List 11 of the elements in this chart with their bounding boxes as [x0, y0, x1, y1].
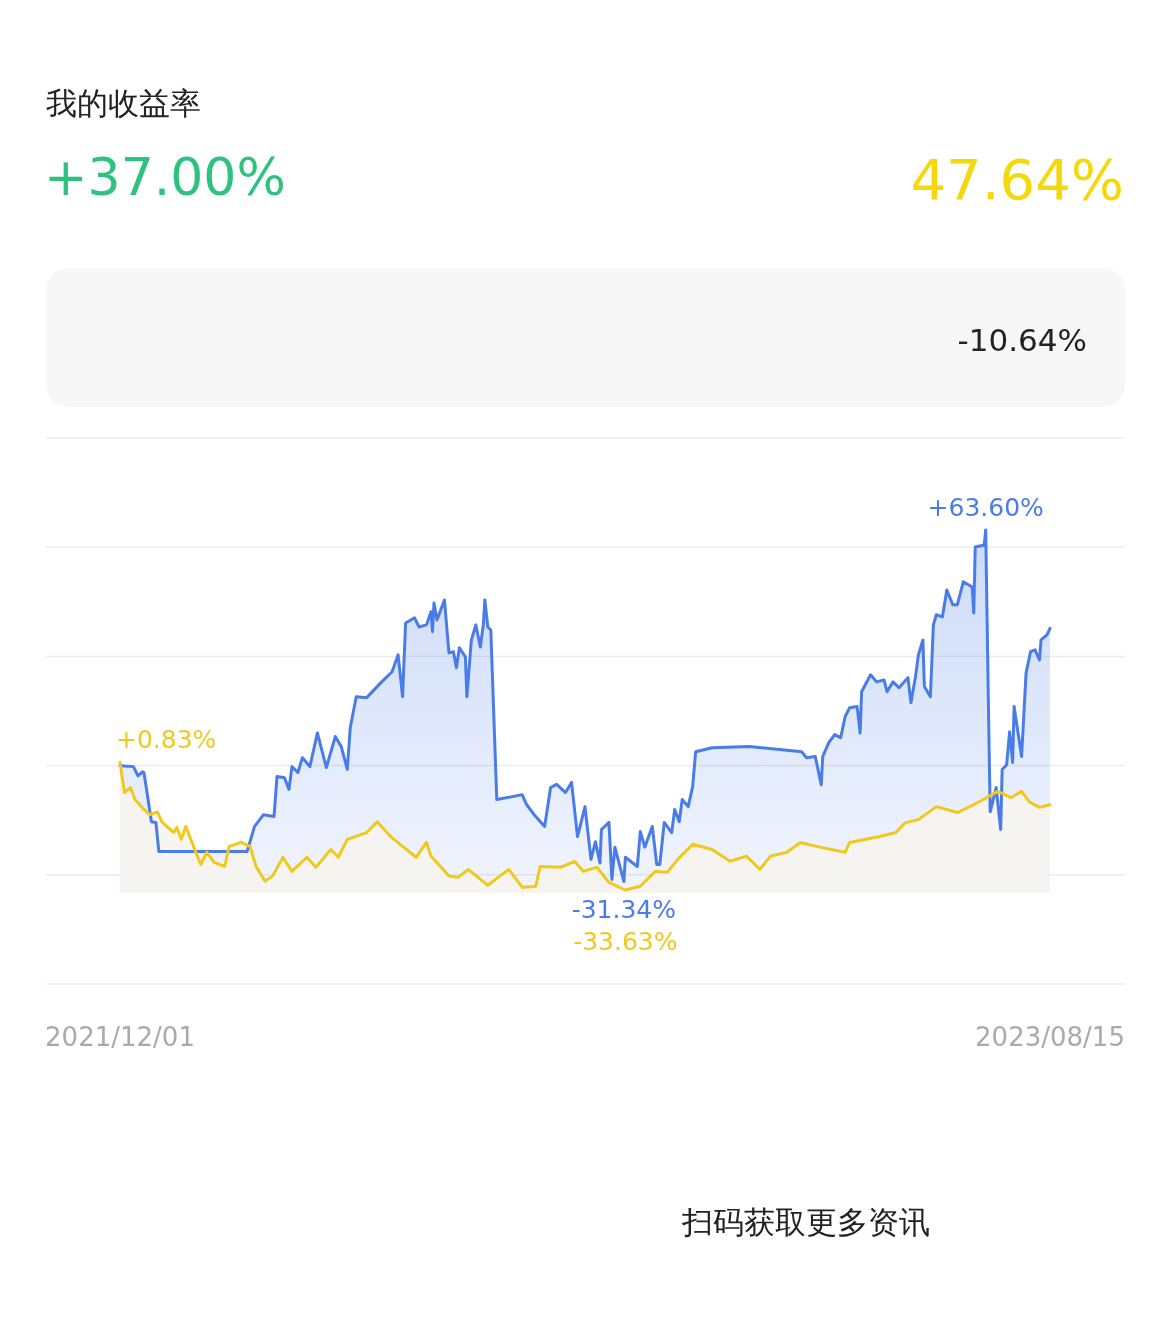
annotation: -33.63% [573, 926, 678, 956]
text: 我的收益率 [46, 85, 201, 121]
annotation: +0.83% [116, 725, 217, 755]
text: 扫码获取更多资讯 [681, 1204, 930, 1240]
text: 47.64% [910, 147, 1124, 212]
annotation: -31.34% [571, 894, 677, 924]
text: -10.64% [957, 322, 1087, 358]
annotation: +63.60% [927, 493, 1044, 522]
x-tick-label: 2023/08/15 [975, 1022, 1125, 1052]
x-tick-label: 2021/12/01 [45, 1022, 195, 1052]
text: +37.00% [44, 147, 286, 207]
